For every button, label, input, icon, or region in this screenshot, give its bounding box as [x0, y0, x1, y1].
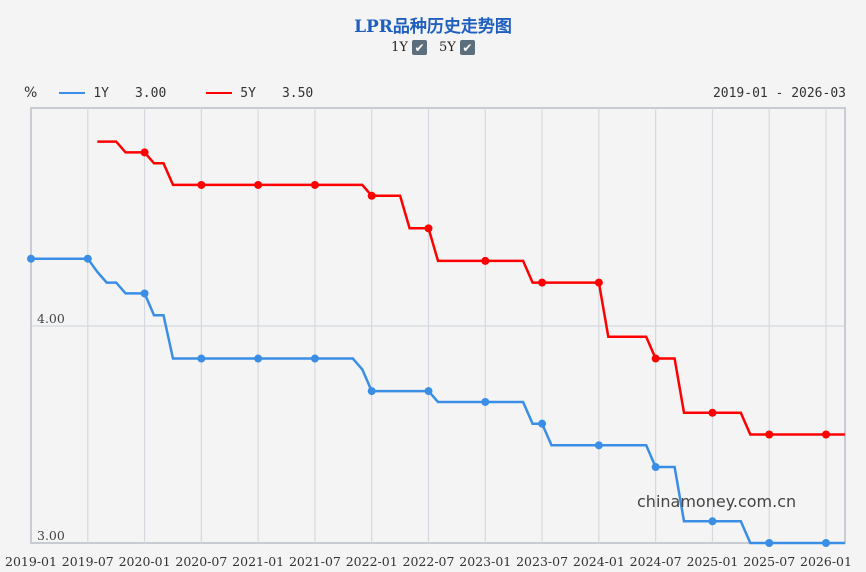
x-tick-label: 2024-07	[629, 554, 682, 569]
x-tick-label: 2023-07	[516, 554, 569, 569]
data-point[interactable]	[27, 254, 35, 263]
data-point[interactable]	[310, 354, 319, 363]
legend-name: 5Y	[240, 85, 256, 101]
legend-item-5y[interactable]: 5Y 3.50	[206, 86, 313, 101]
data-point[interactable]	[765, 539, 774, 547]
data-point[interactable]	[367, 387, 376, 396]
x-tick-label: 2021-01	[232, 554, 285, 569]
data-point[interactable]	[651, 463, 660, 472]
x-tick-label: 2021-07	[288, 554, 341, 569]
x-tick-label: 2025-01	[686, 554, 739, 569]
checkbox-checked-icon[interactable]: ✔	[412, 40, 427, 55]
data-point[interactable]	[594, 441, 603, 450]
data-point[interactable]	[197, 180, 206, 189]
y-tick-3: 3.00	[37, 528, 65, 543]
x-tick-label: 2020-07	[175, 554, 228, 569]
data-point[interactable]	[765, 430, 774, 439]
toggle-1y-label: 1Y	[391, 40, 408, 55]
data-point[interactable]	[83, 254, 92, 263]
x-tick-label: 2025-07	[743, 554, 796, 569]
data-point[interactable]	[481, 397, 490, 406]
x-tick-label: 2022-01	[345, 554, 398, 569]
x-tick-label: 2020-01	[118, 554, 171, 569]
legend: % 1Y 3.00 5Y 3.50 2019-01 - 2026-03	[24, 85, 846, 101]
data-point[interactable]	[708, 408, 717, 417]
chart-title: LPR品种历史走势图	[354, 17, 512, 37]
x-axis-labels: 2019-01 2019-07 2020-01 2020-07 2021-01 2021-…	[0, 554, 866, 572]
line-swatch-icon	[59, 92, 86, 94]
x-tick-label: 2019-01	[5, 554, 57, 569]
x-tick-label: 2026-01	[800, 554, 852, 569]
x-tick-label: 2023-01	[459, 554, 512, 569]
data-point[interactable]	[424, 387, 433, 396]
toggle-5y-label: 5Y	[439, 40, 456, 55]
data-point[interactable]	[822, 430, 830, 439]
x-tick-label: 2024-01	[572, 554, 625, 569]
line-swatch-icon	[206, 92, 233, 94]
x-tick-label: 2019-07	[61, 554, 114, 569]
data-point[interactable]	[538, 419, 547, 428]
data-point[interactable]	[708, 517, 717, 526]
series-line-1y[interactable]	[31, 257, 845, 545]
series-toggles: 1Y ✔ 5Y ✔	[0, 40, 866, 55]
x-tick-label: 2022-07	[402, 554, 455, 569]
data-point[interactable]	[538, 278, 547, 287]
data-point[interactable]	[197, 354, 206, 363]
data-point[interactable]	[822, 539, 830, 547]
y-tick-4: 4.00	[37, 311, 65, 326]
legend-item-1y[interactable]: 1Y 3.00	[59, 86, 166, 101]
data-point[interactable]	[254, 180, 263, 189]
date-range: 2019-01 - 2026-03	[712, 85, 846, 101]
checkbox-checked-icon[interactable]: ✔	[459, 40, 475, 55]
data-point[interactable]	[140, 289, 149, 298]
legend-value: 3.50	[281, 85, 314, 101]
watermark: chinamoney.com.cn	[637, 492, 797, 511]
data-point[interactable]	[424, 224, 433, 233]
series-line-5y[interactable]	[97, 140, 845, 436]
unit-label: %	[24, 85, 38, 101]
data-point[interactable]	[481, 256, 490, 265]
data-point[interactable]	[594, 278, 603, 287]
data-point[interactable]	[651, 354, 660, 363]
data-point[interactable]	[254, 354, 263, 363]
data-point[interactable]	[367, 191, 376, 200]
legend-name: 1Y	[93, 85, 109, 101]
toggle-1y[interactable]: 1Y ✔	[391, 40, 427, 55]
legend-value: 3.00	[134, 85, 167, 101]
toggle-5y[interactable]: 5Y ✔	[439, 40, 475, 55]
data-point[interactable]	[310, 180, 319, 189]
data-point[interactable]	[140, 148, 149, 157]
